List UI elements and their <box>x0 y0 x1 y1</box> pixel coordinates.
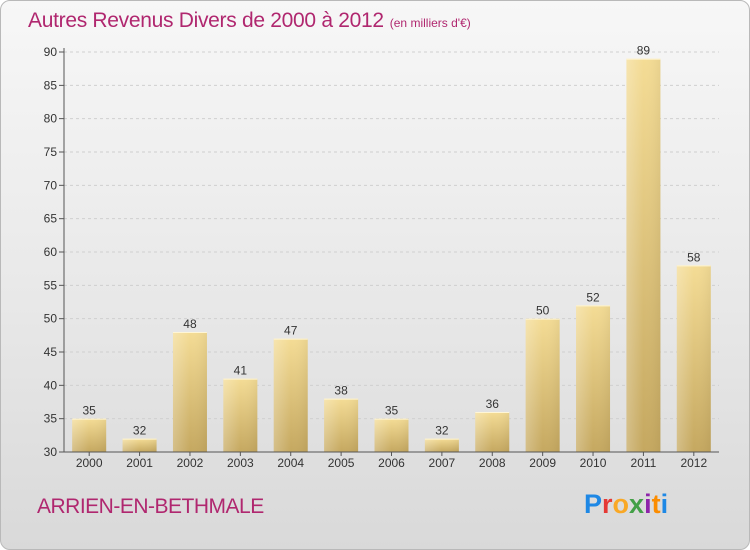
y-tick-label: 85 <box>44 78 58 92</box>
logo-letter: r <box>602 489 613 519</box>
bar-shine <box>122 438 157 452</box>
y-tick-label: 35 <box>44 412 58 426</box>
y-tick-label: 55 <box>44 278 58 292</box>
bar-value-label: 35 <box>83 404 97 418</box>
bar-shine <box>374 418 409 452</box>
bar-value-label: 35 <box>385 404 399 418</box>
logo-letter: i <box>660 489 669 519</box>
chart-title: Autres Revenus Divers de 2000 à 2012 (en … <box>28 9 471 33</box>
bar-shine <box>676 265 711 452</box>
bar-shine <box>273 338 308 452</box>
y-tick-label: 30 <box>44 445 58 459</box>
bar-value-label: 32 <box>133 424 147 438</box>
bar-shine <box>525 318 560 452</box>
y-tick-label: 80 <box>44 112 58 126</box>
bar-value-label: 47 <box>284 324 298 338</box>
x-tick-label: 2012 <box>680 456 707 470</box>
bar-value-label: 50 <box>536 304 550 318</box>
bar-shine <box>576 305 611 452</box>
x-tick-label: 2011 <box>631 456 657 470</box>
bar-shine <box>72 418 107 452</box>
chart-title-text: Autres Revenus Divers de 2000 à 2012 <box>28 9 384 32</box>
y-tick-label: 75 <box>44 145 58 159</box>
bar-shine <box>475 412 510 452</box>
bar-value-label: 52 <box>586 290 600 304</box>
proxiti-logo[interactable]: Proxiti <box>584 489 668 520</box>
logo-letter: t <box>651 489 661 519</box>
y-tick-label: 40 <box>44 378 58 392</box>
x-tick-label: 2000 <box>76 456 103 470</box>
logo-letter: o <box>612 489 630 519</box>
value-labels: 35 32 48 41 47 38 35 32 36 50 52 89 58 <box>83 44 701 438</box>
y-tick-label: 60 <box>44 245 58 259</box>
y-tick-label: 90 <box>44 45 58 59</box>
bar-value-label: 58 <box>687 250 701 264</box>
y-tick-label: 70 <box>44 178 58 192</box>
town-name: ARRIEN-EN-BETHMALE <box>37 495 264 518</box>
x-tick-label: 2007 <box>429 456 456 470</box>
bar-shine <box>223 378 258 452</box>
bar-shine <box>324 398 359 452</box>
bar-value-label: 89 <box>637 44 651 58</box>
logo-letter: x <box>629 489 645 519</box>
y-tick-label: 50 <box>44 312 58 326</box>
bars <box>72 58 711 453</box>
x-tick-label: 2009 <box>529 456 556 470</box>
axes: 30 35 40 45 50 55 60 65 70 75 80 85 90 2000 2001 2002 20… <box>44 45 719 470</box>
x-tick-label: 2005 <box>328 456 355 470</box>
bar-value-label: 32 <box>435 424 449 438</box>
bar-value-label: 41 <box>234 364 248 378</box>
bar-value-label: 38 <box>334 384 348 398</box>
x-tick-label: 2004 <box>277 456 304 470</box>
x-tick-label: 2003 <box>227 456 254 470</box>
bar-value-label: 48 <box>183 317 197 331</box>
grid-lines <box>64 51 719 420</box>
logo-letter: i <box>644 489 652 519</box>
x-tick-label: 2006 <box>378 456 405 470</box>
x-tick-label: 2010 <box>580 456 607 470</box>
bar-shine <box>172 332 207 452</box>
y-tick-label: 45 <box>44 345 58 359</box>
bar-shine <box>626 58 661 453</box>
x-tick-label: 2002 <box>177 456 204 470</box>
x-tick-label: 2008 <box>479 456 506 470</box>
chart-subtitle: (en milliers d'€) <box>389 16 471 30</box>
bar-value-label: 36 <box>486 397 500 411</box>
y-tick-label: 65 <box>44 212 58 226</box>
logo-letter: P <box>584 489 603 519</box>
bar-shine <box>424 438 459 452</box>
x-tick-label: 2001 <box>126 456 153 470</box>
